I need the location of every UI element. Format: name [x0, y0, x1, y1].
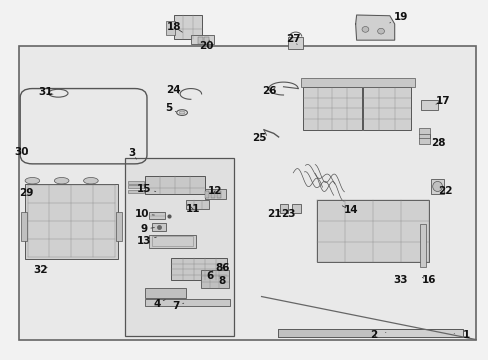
Bar	[128, 181, 144, 184]
Bar	[149, 212, 164, 220]
Text: 4: 4	[153, 299, 165, 309]
Ellipse shape	[54, 177, 69, 184]
Text: 19: 19	[389, 12, 407, 23]
Text: 2: 2	[369, 330, 385, 340]
Bar	[292, 204, 301, 213]
Text: 31: 31	[38, 87, 53, 97]
Text: 86: 86	[215, 263, 229, 273]
Bar	[288, 37, 303, 49]
Text: 9: 9	[141, 224, 154, 234]
Text: 8: 8	[218, 276, 225, 286]
Ellipse shape	[432, 181, 442, 192]
Bar	[173, 15, 202, 40]
Text: 28: 28	[430, 139, 445, 148]
Bar	[362, 87, 410, 130]
Text: 1: 1	[453, 330, 469, 340]
Bar	[205, 192, 209, 198]
Bar	[277, 329, 374, 337]
Bar	[419, 224, 425, 267]
Bar	[418, 128, 429, 144]
Bar	[203, 37, 208, 44]
Ellipse shape	[377, 28, 384, 34]
Bar	[300, 78, 414, 87]
Text: 25: 25	[251, 133, 266, 143]
Text: 5: 5	[165, 103, 176, 113]
Bar	[200, 270, 228, 288]
Bar	[420, 100, 437, 110]
Bar	[152, 223, 165, 231]
Text: 33: 33	[392, 275, 407, 285]
Text: 14: 14	[342, 206, 357, 216]
Bar	[21, 212, 27, 241]
Ellipse shape	[25, 177, 40, 184]
Bar	[144, 299, 229, 306]
Text: 16: 16	[421, 275, 435, 285]
Bar	[198, 37, 203, 44]
Text: 22: 22	[437, 186, 452, 197]
Text: 7: 7	[172, 301, 183, 311]
Text: 26: 26	[261, 86, 276, 96]
Bar	[217, 192, 221, 198]
Text: 13: 13	[137, 236, 156, 246]
Bar	[303, 87, 361, 130]
Text: 6: 6	[206, 270, 214, 281]
Bar	[128, 185, 144, 188]
Bar	[128, 190, 144, 193]
Bar	[25, 184, 118, 259]
Bar	[204, 189, 226, 199]
Text: 15: 15	[137, 184, 156, 194]
Text: 17: 17	[435, 96, 450, 106]
Text: 27: 27	[285, 35, 300, 44]
Text: 29: 29	[19, 188, 33, 198]
Ellipse shape	[179, 111, 184, 114]
Text: 30: 30	[14, 147, 28, 157]
Bar	[149, 234, 195, 248]
Bar	[279, 204, 288, 213]
Bar	[116, 212, 122, 241]
Text: 11: 11	[185, 204, 200, 215]
Bar	[316, 200, 428, 262]
Text: 20: 20	[199, 40, 213, 50]
Bar	[190, 36, 214, 44]
Bar	[19, 45, 475, 339]
Bar	[144, 288, 185, 298]
Ellipse shape	[83, 177, 98, 184]
Bar	[211, 192, 215, 198]
Text: 18: 18	[166, 22, 182, 32]
Text: 32: 32	[33, 265, 48, 275]
Text: 21: 21	[267, 209, 282, 219]
Text: 10: 10	[135, 209, 154, 219]
Text: 24: 24	[166, 85, 181, 95]
Bar	[152, 236, 193, 246]
Ellipse shape	[361, 27, 368, 32]
Bar	[430, 179, 444, 194]
Bar	[185, 201, 209, 210]
Bar	[125, 158, 233, 336]
Bar	[144, 176, 205, 194]
Bar	[166, 21, 175, 35]
Text: 23: 23	[281, 209, 295, 219]
Text: 12: 12	[207, 186, 222, 196]
Text: 3: 3	[128, 148, 136, 159]
Polygon shape	[355, 15, 394, 40]
Bar	[277, 329, 462, 337]
Bar	[171, 258, 227, 280]
